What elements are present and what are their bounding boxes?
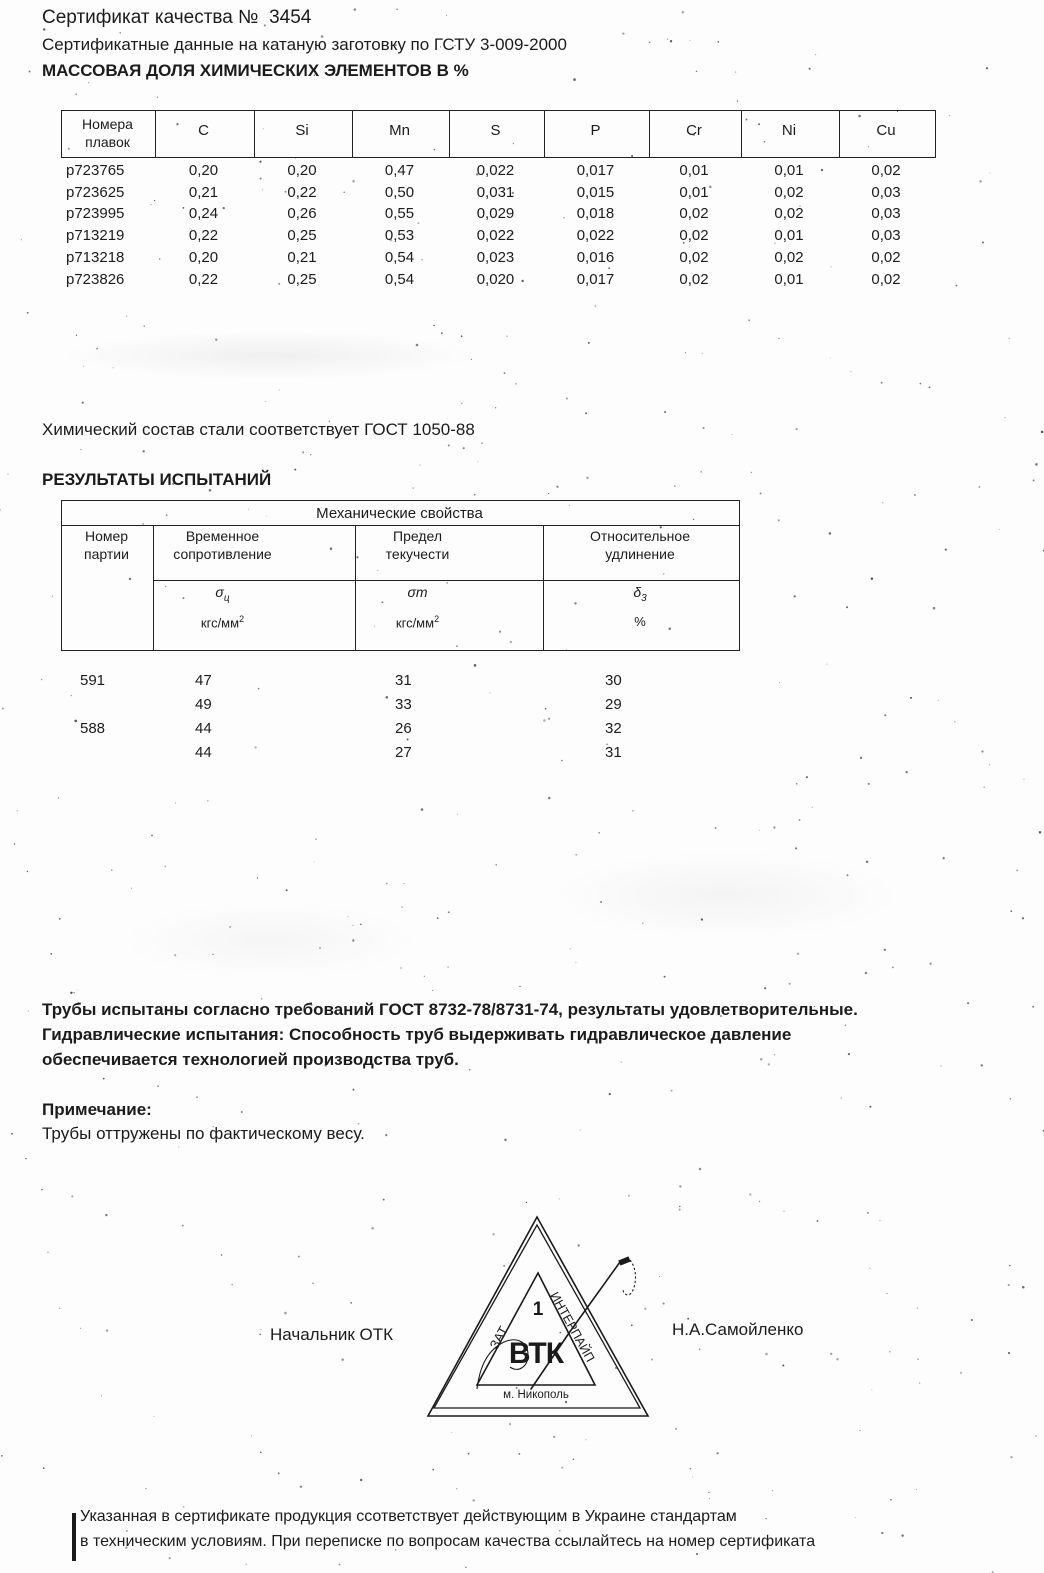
- svg-text:1: 1: [533, 1299, 544, 1320]
- svg-text:м. Никополь: м. Никополь: [503, 1389, 569, 1401]
- svg-text:ВТК: ВТК: [509, 1337, 565, 1370]
